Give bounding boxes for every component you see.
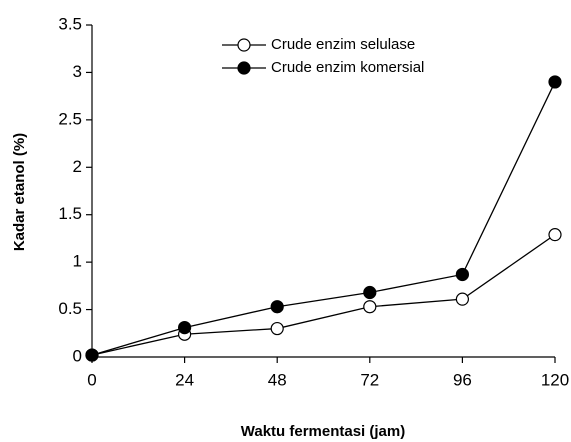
x-tick-label: 72: [360, 370, 379, 389]
y-tick-label: 1.5: [58, 204, 82, 223]
marker: [548, 75, 562, 89]
x-tick-label: 96: [453, 370, 472, 389]
y-tick-label: 0.5: [58, 299, 82, 318]
x-tick-label: 24: [175, 370, 194, 389]
marker: [363, 300, 377, 314]
marker: [455, 267, 469, 282]
marker: [548, 228, 562, 242]
y-tick-label: 0: [73, 346, 82, 365]
y-tick-label: 3: [73, 62, 82, 81]
legend-marker: [237, 61, 251, 75]
y-tick-label: 3.5: [58, 14, 82, 33]
x-tick-label: 120: [541, 370, 569, 389]
marker: [455, 292, 469, 306]
x-tick-label: 48: [268, 370, 287, 389]
legend-label: Crude enzim komersial: [271, 59, 424, 76]
marker: [363, 285, 377, 300]
x-axis-title: Waktu fermentasi (jam): [241, 423, 405, 440]
marker: [270, 300, 284, 314]
marker: [270, 321, 284, 336]
y-tick-label: 2: [73, 157, 82, 176]
y-axis-title: Kadar etanol (%): [11, 133, 28, 251]
series-line: [91, 234, 556, 356]
marker: [178, 320, 192, 335]
series-line: [91, 81, 556, 356]
legend-marker: [237, 38, 251, 52]
marker: [85, 348, 99, 362]
x-tick-label: 0: [87, 370, 96, 389]
y-tick-label: 1: [73, 252, 82, 271]
legend-label: Crude enzim selulase: [271, 36, 415, 53]
y-tick-label: 2.5: [58, 109, 82, 128]
